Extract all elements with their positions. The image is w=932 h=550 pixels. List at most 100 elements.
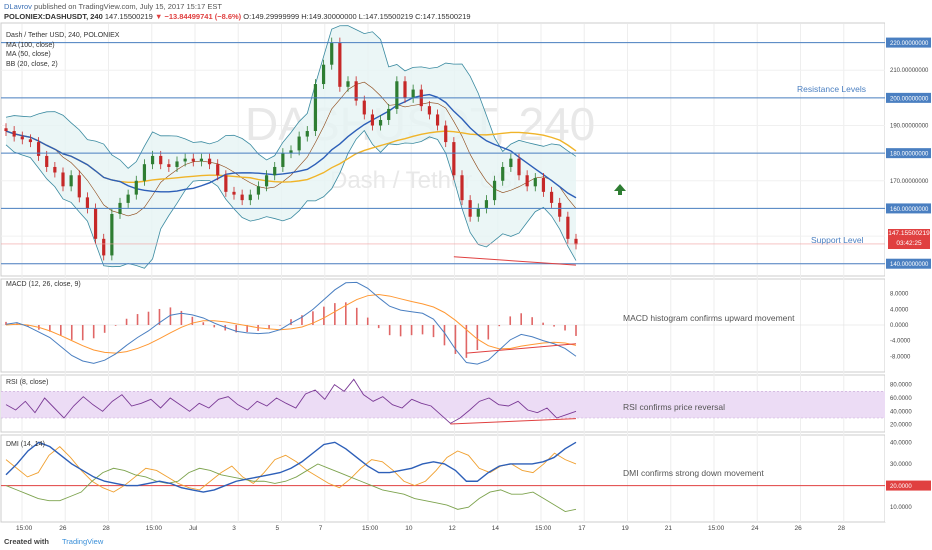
candle-body (501, 166, 505, 181)
x-tick-label: 14 (492, 525, 500, 532)
dmi-ref-tag-bg (886, 480, 931, 491)
header-bar: DLavrov published on TradingView.com, Ju… (0, 0, 932, 22)
dmi-y-tick: 30.0000 (890, 462, 912, 468)
author-link[interactable]: DLavrov (4, 2, 32, 11)
candle-body (12, 131, 16, 137)
footer: Created with TradingView (0, 534, 932, 550)
ma50-line (5, 93, 577, 199)
level-tag: 220.00000000 (890, 41, 929, 47)
candle-body (378, 119, 383, 126)
price-axis-bg (885, 22, 932, 522)
macd-hist-bar (454, 325, 457, 354)
chart-canvas[interactable]: 15:00 26 28 15:00 Jul 3 5 7 15:00 10 12 14 15:00 17 19… (0, 22, 932, 532)
candle-body (256, 186, 261, 195)
candle-body (191, 158, 195, 162)
candle-body (36, 142, 41, 156)
macd-hist-bar (114, 325, 117, 326)
candle-body (444, 125, 448, 143)
macd-y-tick: -8.0000 (890, 354, 911, 360)
candle-body (134, 180, 138, 195)
macd-y-tick: 4.0000 (890, 307, 909, 313)
dmi-minus-line (5, 446, 577, 493)
macd-hist-bar (27, 325, 29, 327)
candle-body (321, 64, 326, 85)
macd-y-tick: 8.0000 (890, 292, 909, 298)
candle-body (248, 194, 252, 201)
candle-body (452, 142, 456, 176)
created-with-text: Created with (4, 537, 50, 546)
ohlc-label: O:149.29999999 H:149.30000000 L:147.1550… (243, 12, 471, 21)
macd-hist-bar (410, 325, 413, 336)
pane-frame-1 (0, 278, 886, 373)
last-price-badge: 147.15500219 (888, 229, 930, 239)
x-tick-label: 7 (319, 525, 323, 532)
x-tick-label: Jul (189, 525, 198, 532)
macd-hist-bar (70, 325, 73, 340)
x-tick-label: 17 (578, 525, 586, 532)
macd-hist-bar (5, 321, 7, 325)
rsi-legend: RSI (8, close) (6, 379, 49, 386)
candle-body (264, 175, 269, 187)
candle-body (338, 42, 342, 87)
macd-hist-bar (49, 325, 51, 332)
candle-body (224, 175, 228, 192)
macd-hist-bar (355, 307, 358, 325)
level-tag-bg (886, 258, 931, 269)
candle-body (150, 155, 155, 165)
macd-hist-bar (60, 325, 62, 336)
rsi-band (1, 391, 885, 418)
rsi-y-tick: 20.0000 (890, 423, 912, 429)
level-tag: 160.00000000 (890, 207, 929, 213)
macd-hist-bar (564, 325, 566, 331)
candle-body (370, 114, 375, 126)
candle-body (102, 238, 106, 256)
x-tick-label: 15:00 (146, 525, 163, 532)
macd-hist-bar (312, 311, 314, 325)
candle-body (297, 136, 301, 151)
rsi-note: RSI confirms price reversal (623, 402, 726, 412)
candle-body (566, 216, 570, 239)
macd-hist-bar (366, 317, 369, 325)
level-tag: 200.00000000 (890, 96, 929, 102)
candle-body (289, 150, 293, 154)
macd-hist-bar (81, 325, 84, 341)
candle-body (387, 108, 391, 120)
candle-body (354, 81, 358, 101)
candle-body (61, 172, 65, 187)
macd-hist-bar (92, 325, 95, 339)
macd-trend-line (466, 343, 577, 354)
y-tick-label: 190.00000000 (890, 124, 929, 130)
candle-body (20, 136, 24, 140)
x-tick-label: 19 (622, 525, 630, 532)
macd-hist-bar (202, 322, 205, 325)
bb-upper (5, 25, 577, 169)
tradingview-logo[interactable]: TradingView (62, 537, 104, 546)
x-tick-label: 15:00 (16, 525, 33, 532)
candle-body (411, 89, 415, 98)
macd-note: MACD histogram confirms upward movement (623, 313, 795, 323)
x-tick-label: 24 (751, 525, 759, 532)
macd-hist-bar (476, 325, 479, 351)
published-text: published on TradingView.com, July 15, 2… (34, 2, 222, 11)
macd-hist-bar (377, 325, 380, 329)
level-tag-bg (886, 148, 931, 159)
y-tick-label: 170.00000000 (890, 179, 929, 185)
candle-body (207, 158, 212, 165)
macd-hist-bar (520, 313, 522, 325)
macd-hist-bar (169, 307, 172, 325)
candle-body (460, 175, 464, 201)
rsi-y-tick: 60.0000 (890, 396, 912, 402)
bb-lower (5, 129, 577, 269)
macd-hist-bar (443, 325, 446, 346)
x-tick-label: 26 (795, 525, 803, 532)
dmi-note: DMI confirms strong down movement (623, 468, 764, 478)
macd-hist-bar (147, 311, 150, 325)
legend-ma50: MA (50, close) (6, 51, 51, 58)
macd-hist-bar (509, 316, 512, 325)
macd-hist-bar (432, 325, 435, 338)
x-tick-label: 21 (665, 525, 673, 532)
y-tick-label: 210.00000000 (890, 68, 929, 74)
candle-body (574, 238, 578, 245)
candle-body (313, 84, 318, 132)
macd-hist-bar (246, 325, 248, 333)
